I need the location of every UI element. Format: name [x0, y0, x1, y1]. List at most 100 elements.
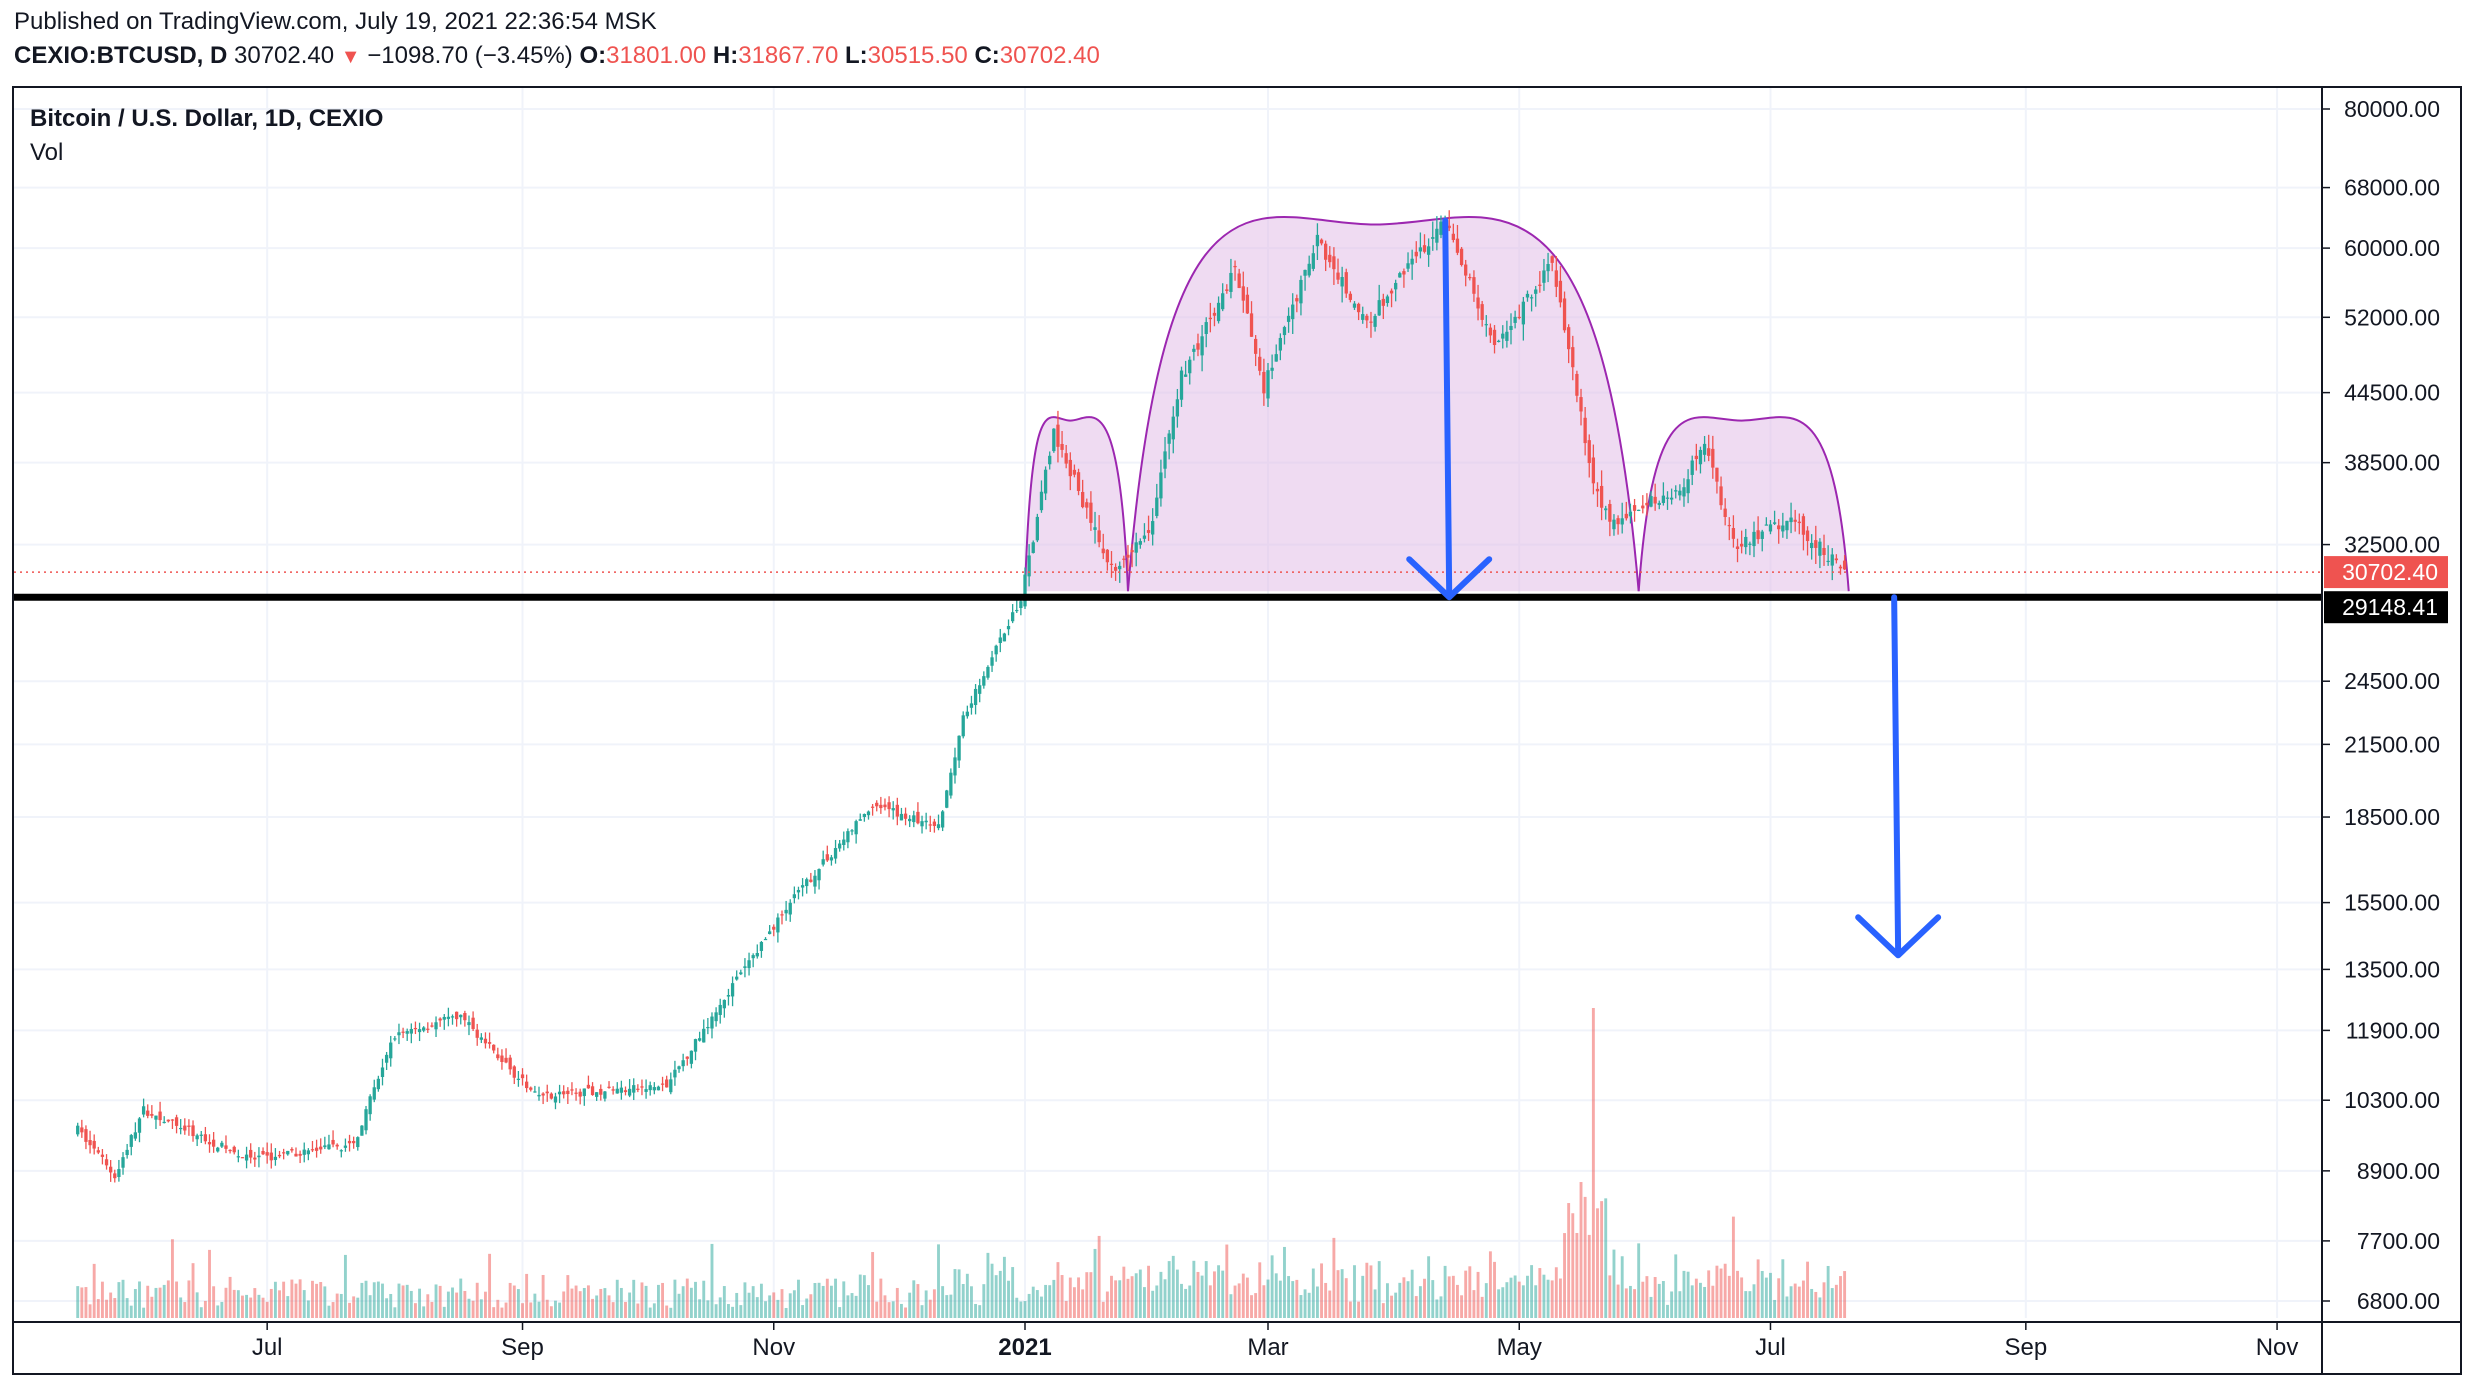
volume-bar [1089, 1272, 1093, 1318]
volume-bar [109, 1292, 113, 1318]
volume-bar [138, 1281, 141, 1318]
volume-bar [1085, 1272, 1089, 1318]
candle-body [133, 1132, 138, 1139]
volume-bar [739, 1305, 743, 1318]
candle-body [706, 1026, 710, 1029]
volume-bar [121, 1279, 125, 1318]
volume-bar [537, 1301, 541, 1318]
candle-body [599, 1088, 603, 1095]
volume-bar [661, 1282, 665, 1318]
candle-body [891, 808, 895, 811]
candle-body [1476, 297, 1480, 309]
candle-body [1789, 517, 1793, 523]
volume-bar [294, 1283, 298, 1318]
volume-bar [216, 1305, 220, 1318]
candle-body [751, 955, 755, 959]
candle-body [850, 830, 854, 832]
candle-body [1739, 543, 1744, 547]
price-axis[interactable]: 80000.00 68000.00 60000.00 52000.00 44500.00… [2321, 88, 2448, 1375]
candle-body [1447, 225, 1451, 229]
volume-bar [142, 1307, 146, 1318]
volume-bar [615, 1279, 619, 1318]
candle-body [508, 1057, 512, 1070]
candle-body [1645, 502, 1649, 506]
volume-bar [463, 1290, 467, 1318]
volume-bar [970, 1286, 973, 1318]
volume-bar [1727, 1275, 1731, 1318]
volume-bar [278, 1290, 281, 1318]
volume-bar [1509, 1277, 1513, 1318]
candle-body [1064, 453, 1068, 464]
candle-body [879, 804, 883, 809]
candle-body [1459, 248, 1464, 266]
candle-body [236, 1156, 240, 1158]
candle-body [1221, 293, 1225, 310]
candle-body [1048, 455, 1052, 465]
time-axis[interactable]: Jul Sep Nov 2021 Mar May Jul Sep Nov [14, 1321, 2460, 1361]
candle-body [800, 885, 805, 888]
volume-bar [356, 1297, 360, 1318]
volume-bar [932, 1289, 936, 1318]
volume-bar [488, 1253, 492, 1318]
volume-bar [471, 1300, 475, 1318]
volume-bar [961, 1284, 965, 1318]
volume-bar [422, 1306, 426, 1318]
candle-body [1439, 221, 1443, 235]
volume-bar [389, 1293, 393, 1318]
volume-bar [245, 1294, 249, 1318]
volume-bar [1612, 1249, 1616, 1318]
candle-body [953, 757, 957, 776]
volume-bar [879, 1278, 883, 1318]
candle-body [1060, 443, 1064, 450]
volume-bar [1624, 1288, 1628, 1318]
y-tick-label: 24500.00 [2344, 668, 2440, 694]
candle-body [339, 1150, 343, 1152]
candle-body [1167, 433, 1171, 444]
candle-body [302, 1149, 306, 1155]
volume-bar [986, 1252, 990, 1318]
volume-bar [1785, 1296, 1789, 1318]
candle-body [1212, 312, 1217, 316]
volume-bar [545, 1299, 549, 1318]
candle-body [1624, 513, 1628, 519]
volume-bar [175, 1281, 179, 1318]
volume-bar [1241, 1273, 1245, 1318]
candle-body [496, 1054, 500, 1059]
chart-frame[interactable] [12, 86, 2462, 1375]
candle-body [1237, 273, 1241, 289]
volume-bar [1361, 1275, 1365, 1318]
candle-body [1542, 270, 1546, 283]
candle-body [1365, 315, 1369, 321]
candle-body [1039, 491, 1044, 511]
volume-bar [1649, 1296, 1653, 1318]
volume-bar [529, 1302, 533, 1318]
candle-body [244, 1154, 249, 1161]
volume-bar [1134, 1273, 1138, 1318]
candle-body [1299, 279, 1303, 304]
volume-bar [1752, 1284, 1756, 1318]
candle-body [1085, 502, 1089, 508]
volume-bar [1196, 1271, 1200, 1318]
volume-bar [1715, 1265, 1719, 1318]
volume-bar [858, 1274, 862, 1318]
volume-bar [751, 1286, 755, 1318]
volume-bar [1773, 1299, 1777, 1318]
y-tick-label: 21500.00 [2344, 731, 2440, 757]
volume-bar [698, 1299, 702, 1318]
candle-body [1669, 497, 1674, 500]
volume-bar [694, 1281, 697, 1318]
candle-body [1015, 609, 1019, 612]
candle-body [846, 831, 850, 843]
volume-bar [611, 1302, 615, 1318]
volume-bar [364, 1280, 368, 1318]
volume-bar [1748, 1291, 1752, 1318]
candle-body [1377, 300, 1381, 316]
candle-body [776, 917, 780, 933]
volume-bar [554, 1300, 557, 1318]
x-tick-label: Mar [1247, 1334, 1288, 1361]
candle-body [969, 703, 974, 708]
candle-body [450, 1016, 455, 1018]
ohlc-bar: CEXIO:BTCUSD, D 30702.40 ▼ −1098.70 (−3.… [14, 42, 1100, 70]
volume-bar [1266, 1279, 1270, 1318]
